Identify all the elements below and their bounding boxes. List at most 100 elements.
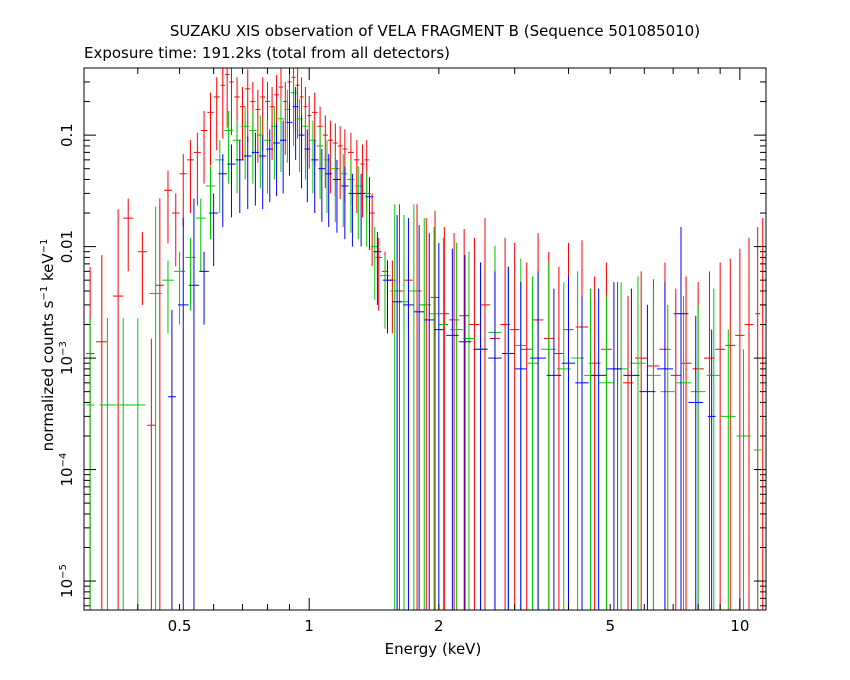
data-layer [86,68,766,610]
data-point [269,87,275,160]
data-point [162,260,174,334]
data-point [707,329,716,610]
data-point [347,159,355,233]
data-point [706,288,722,610]
data-point [235,140,244,214]
y-axis-label-mid: keV [39,253,57,286]
data-point [113,209,124,610]
data-point [680,276,692,610]
data-point [623,288,640,610]
data-point [480,218,490,610]
data-point [194,132,201,206]
data-point [725,258,736,610]
data-point [316,126,324,200]
data-point [186,140,194,214]
data-point [213,77,220,151]
y-tick-label: 10−3 [58,341,76,375]
data-point [369,193,375,267]
data-point [419,218,430,610]
data-point [488,271,502,610]
data-point [446,248,459,610]
data-point [245,69,251,143]
data-point [86,318,95,610]
data-point [286,102,293,176]
series-0 [86,68,766,610]
data-point [591,288,607,610]
data-point [251,132,260,206]
y-tick-label-exp: −5 [58,564,69,579]
data-point [307,95,312,169]
data-point [575,296,589,610]
data-point [673,226,689,610]
data-point [130,318,146,610]
y-tick-label-base: 10 [58,356,76,375]
data-point [205,166,216,240]
data-point [521,262,533,610]
data-point [147,338,156,610]
data-point [606,282,622,610]
data-point [322,115,328,189]
x-tick-label: 2 [434,617,444,635]
plot-frame [83,67,767,611]
data-point [227,144,236,218]
data-point [676,296,691,610]
data-point [292,87,299,160]
data-point [735,248,745,610]
data-point [646,288,661,610]
y-tick-label-base: 10 [58,467,76,486]
chart-title: SUZAKU XIS observation of VELA FRAGMENT … [169,22,701,40]
data-point [164,170,172,244]
data-point [715,262,726,610]
x-tick-label: 5 [605,617,615,635]
data-point [721,329,736,610]
data-point [200,110,208,184]
data-point [360,144,365,218]
data-point [99,318,116,610]
data-point [688,315,704,610]
data-point [434,242,444,610]
data-point [509,242,520,610]
data-point [188,198,199,610]
x-axis-label: Energy (keV) [384,640,482,658]
data-point [115,318,131,610]
data-point [760,218,766,610]
y-tick-label-base: 10 [58,579,76,598]
data-point [311,140,319,214]
data-point [195,198,206,272]
data-point [327,120,333,194]
data-point [149,206,162,610]
data-point [469,237,480,610]
data-point [218,154,228,227]
data-point [341,166,349,240]
data-point [599,296,614,610]
y-axis-label-exp1: −1 [39,285,50,301]
data-point [356,173,366,247]
data-point [514,282,528,610]
y-tick-label: 0.01 [58,230,76,263]
data-point [243,136,252,210]
data-point [744,237,754,610]
x-tick-label: 0.5 [168,617,192,635]
data-point [473,262,488,610]
data-point [333,159,341,233]
data-point [561,276,576,610]
data-point [439,226,450,610]
series-2 [167,87,716,610]
y-tick-label-exp: −4 [58,453,69,468]
data-point [137,232,147,305]
y-axis-ticks [84,67,766,607]
y-tick-label: 0.1 [58,123,76,147]
data-point [424,233,435,610]
data-point [325,154,333,227]
data-point [656,282,673,610]
data-point [295,68,300,139]
y-tick-label-exp: −3 [58,341,69,356]
y-axis-label-prefix: normalized counts s [39,300,57,452]
y-axis-label: normalized counts s−1 keV−1 [39,239,57,452]
data-point [704,271,715,610]
data-point [449,233,459,610]
data-point [209,193,219,267]
data-point [459,228,470,610]
data-point [458,255,472,610]
data-point [241,106,250,180]
